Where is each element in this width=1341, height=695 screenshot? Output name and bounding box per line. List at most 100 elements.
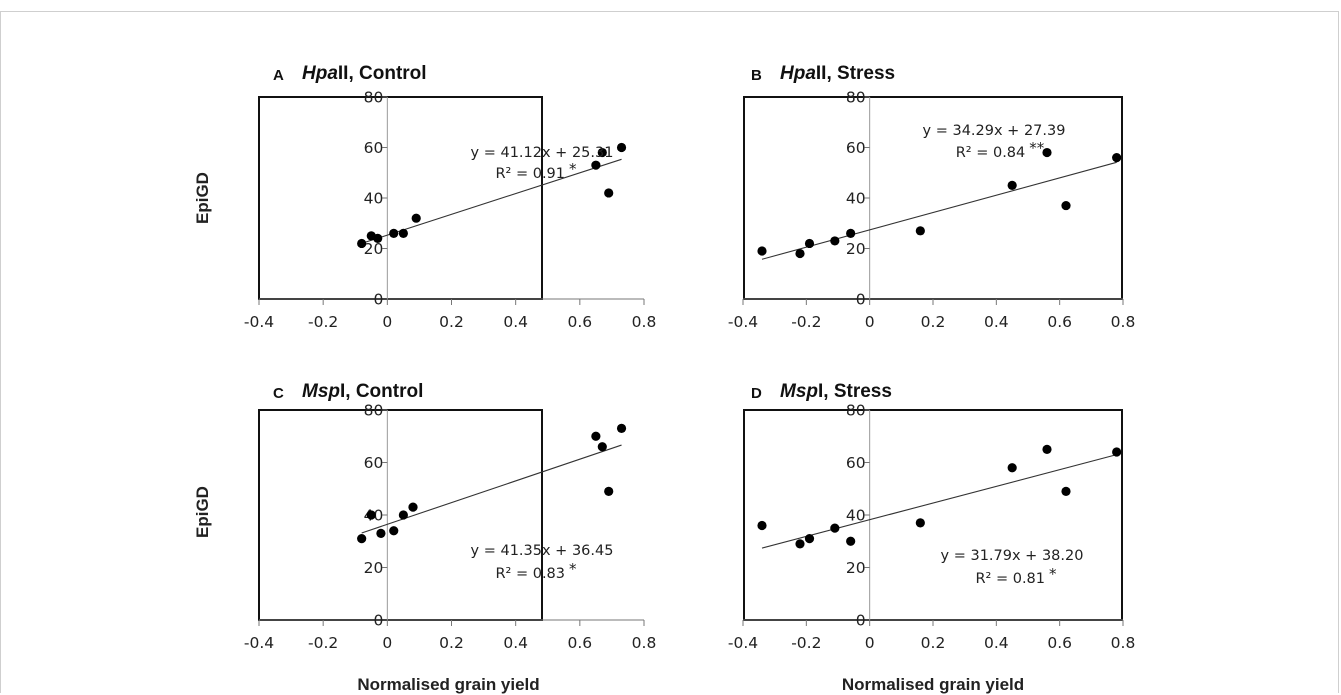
y-tick-label: 40 [846,190,866,208]
panel-letter: B [751,67,762,84]
y-tick-label: 60 [846,139,866,157]
x-tick-label: 0.4 [984,313,1009,331]
significance-marker: * [1049,565,1057,583]
x-tick-label: 0.8 [632,634,657,652]
r-squared-value: R² = 0.81 [975,571,1045,587]
panel-title: HpaII, Stress [780,63,895,84]
plot-border [743,409,1123,621]
y-axis-label: EpiGD [193,486,212,538]
y-tick-label: 20 [364,240,384,258]
data-point [1007,180,1017,190]
data-point [846,536,856,546]
figure-frame [0,11,1339,693]
data-point [366,510,376,520]
data-point [804,238,815,249]
x-tick-label: -0.4 [244,313,274,331]
regression-equation: y = 31.79x + 38.20 [941,548,1084,564]
y-tick-label: 0 [373,612,383,630]
panel-title-rest: I, Control [340,381,423,402]
data-point [1042,147,1052,158]
panel-letter: D [751,385,762,402]
panel-letter: A [273,67,284,84]
data-point [616,142,627,153]
data-point [591,431,601,441]
x-tick-label: -0.4 [728,634,758,652]
panel-title-italic: Hpa [780,63,816,84]
data-point [915,518,925,528]
panel-title-rest: II, Control [338,63,427,84]
data-point [757,246,767,256]
y-tick-label: 80 [364,402,384,420]
panel-title-rest: I, Stress [818,381,892,402]
data-point [795,539,805,549]
panel-title-rest: II, Stress [816,63,895,84]
y-tick-label: 80 [846,89,866,107]
x-tick-label: 0 [865,634,875,652]
r-squared-label: R² = 0.83 * [495,560,577,582]
data-point [357,238,367,249]
x-tick-label: -0.2 [791,634,821,652]
panel-title-italic: Hpa [302,63,338,84]
panel-title: MspI, Control [302,381,423,402]
x-tick-label: 0 [865,313,875,331]
y-axis-label: EpiGD [193,172,212,224]
r-squared-label: R² = 0.84 ** [956,139,1045,161]
y-tick-label: 40 [364,190,384,208]
data-point [757,520,767,531]
data-point [1112,153,1122,163]
data-point [604,188,614,198]
panel-letter: C [273,385,284,402]
y-tick-label: 0 [856,612,866,630]
chart-panel-c: -0.4-0.200.20.40.60.8020406080CMspI, Con… [193,381,656,694]
r-squared-value: R² = 0.83 [495,566,565,582]
y-tick-label: 20 [364,559,384,577]
x-tick-label: -0.2 [308,634,338,652]
x-tick-label: 0.6 [568,313,593,331]
data-point [389,228,399,238]
y-tick-label: 20 [846,559,866,577]
x-axis-label: Normalised grain yield [357,675,539,694]
data-point [846,228,856,238]
data-point [591,160,601,170]
x-tick-label: 0.2 [439,634,464,652]
trendline [761,454,1117,549]
data-point [398,228,408,238]
data-point [830,236,840,246]
x-tick-label: -0.4 [244,634,274,652]
trendline [761,161,1117,260]
significance-marker: * [569,560,577,578]
panel-title-italic: Msp [780,381,818,402]
x-tick-label: -0.2 [308,313,338,331]
y-tick-label: 60 [364,139,384,157]
data-point [1112,447,1122,457]
x-tick-label: 0.4 [503,634,528,652]
data-point [389,526,399,536]
regression-equation: y = 41.12x + 25.31 [471,145,614,161]
data-point [1042,444,1052,454]
r-squared-value: R² = 0.91 [495,166,565,182]
y-tick-label: 60 [364,454,384,472]
significance-marker: * [569,160,577,178]
data-point [1061,200,1071,211]
y-tick-label: 20 [846,240,866,258]
y-tick-label: 80 [846,402,866,420]
significance-marker: ** [1029,139,1045,157]
chart-panel-a: -0.4 -0.2 0 0.2 0.4 0.6 0.8 0 20 40 60 80 A HpaII, Co… [193,63,656,331]
panel-title: HpaII, Control [302,63,427,84]
r-squared-label: R² = 0.91 * [495,160,577,182]
x-tick-label: 0.8 [1111,634,1136,652]
x-tick-label: 0.6 [568,634,593,652]
x-tick-label: -0.2 [791,313,821,331]
x-tick-label: 0.2 [921,313,946,331]
data-point [830,523,840,533]
data-point [597,442,607,452]
data-point [1007,463,1017,473]
data-point [357,534,367,544]
data-point [804,534,815,544]
data-point [376,528,386,538]
trendline [361,444,622,534]
data-point [1061,486,1071,496]
r-squared-label: R² = 0.81 * [975,565,1057,587]
data-point [398,510,408,520]
